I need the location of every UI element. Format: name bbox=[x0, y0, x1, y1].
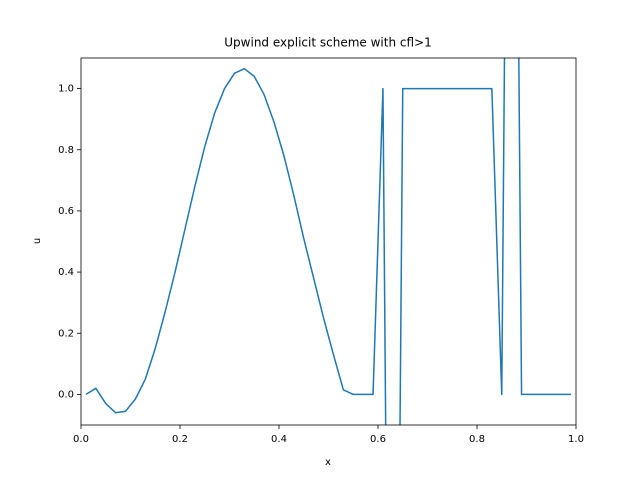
x-tick-label: 0.4 bbox=[271, 434, 287, 445]
chart-title: Upwind explicit scheme with cfl>1 bbox=[224, 36, 431, 50]
data-line bbox=[85, 58, 572, 425]
x-axis-label: x bbox=[325, 457, 331, 468]
x-tick-label: 0.2 bbox=[172, 434, 188, 445]
y-tick-label: 0.8 bbox=[58, 145, 74, 156]
y-tick-label: 0.2 bbox=[58, 328, 74, 339]
y-tick-label: 0.4 bbox=[58, 267, 74, 278]
x-tick-label: 0.0 bbox=[73, 434, 89, 445]
y-axis-label: u bbox=[32, 238, 43, 244]
plot-frame bbox=[80, 57, 577, 426]
y-tick-label: 0.0 bbox=[58, 389, 74, 400]
x-tick-label: 1.0 bbox=[568, 434, 584, 445]
x-tick-label: 0.6 bbox=[370, 434, 386, 445]
y-tick-label: 0.6 bbox=[58, 206, 74, 217]
y-tick-label: 1.0 bbox=[58, 84, 74, 95]
x-tick-label: 0.8 bbox=[469, 434, 485, 445]
